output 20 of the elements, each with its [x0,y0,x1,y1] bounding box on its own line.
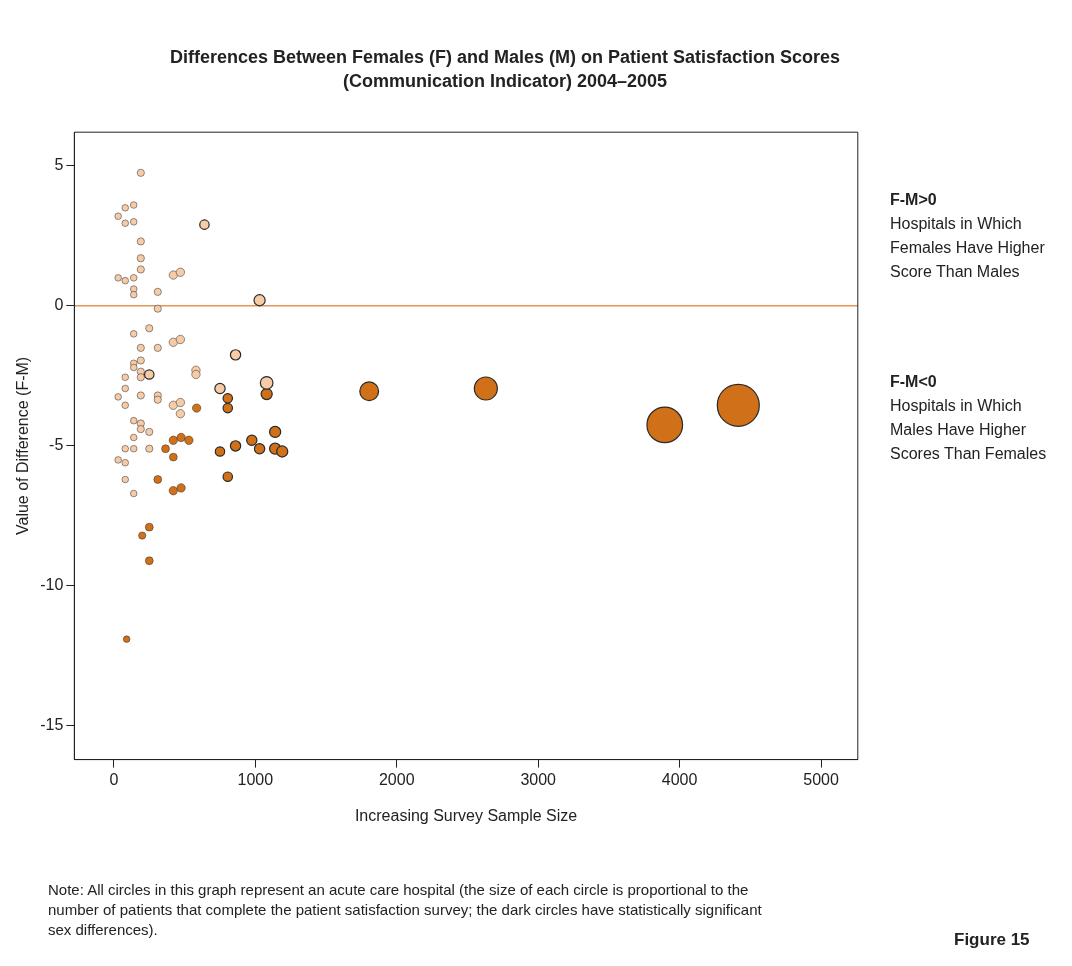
chart-title: Differences Between Females (F) and Males (M) on Patient Satisfaction Scores (Communication Indicator) 2004–2005 [168,46,842,93]
y-tick-label: -15 [40,716,64,734]
y-tick-label: 0 [54,296,64,314]
x-axis-title: Increasing Survey Sample Size [354,806,578,824]
y-axis-title: Value of Difference (F-M) [14,356,32,535]
y-tick-label: -5 [49,436,64,454]
x-tick-label: 5000 [803,770,839,788]
y-tick-label: -10 [40,576,64,594]
text: Note: All circles in this graph represent an acute care hospital (the size of each circle is proportional to the number of patients that complete the patient satisfaction survey; the dark circles have statistically significant sex differences). [48,880,763,940]
x-tick-label: 0 [109,770,119,788]
text: F-M<0 [890,372,938,392]
caption: Figure 15 [954,930,1030,950]
x-tick-label: 1000 [237,770,274,788]
x-tick-label: 2000 [378,770,415,788]
text: Hospitals in Which Males Have Higher Scores Than Females [890,396,1048,464]
text: Hospitals in Which Females Have Higher Score Than Males [890,214,1046,282]
text: F-M>0 [890,190,938,210]
x-tick-label: 3000 [520,770,557,788]
x-tick-label: 4000 [661,770,698,788]
y-tick-label: 5 [54,156,64,174]
